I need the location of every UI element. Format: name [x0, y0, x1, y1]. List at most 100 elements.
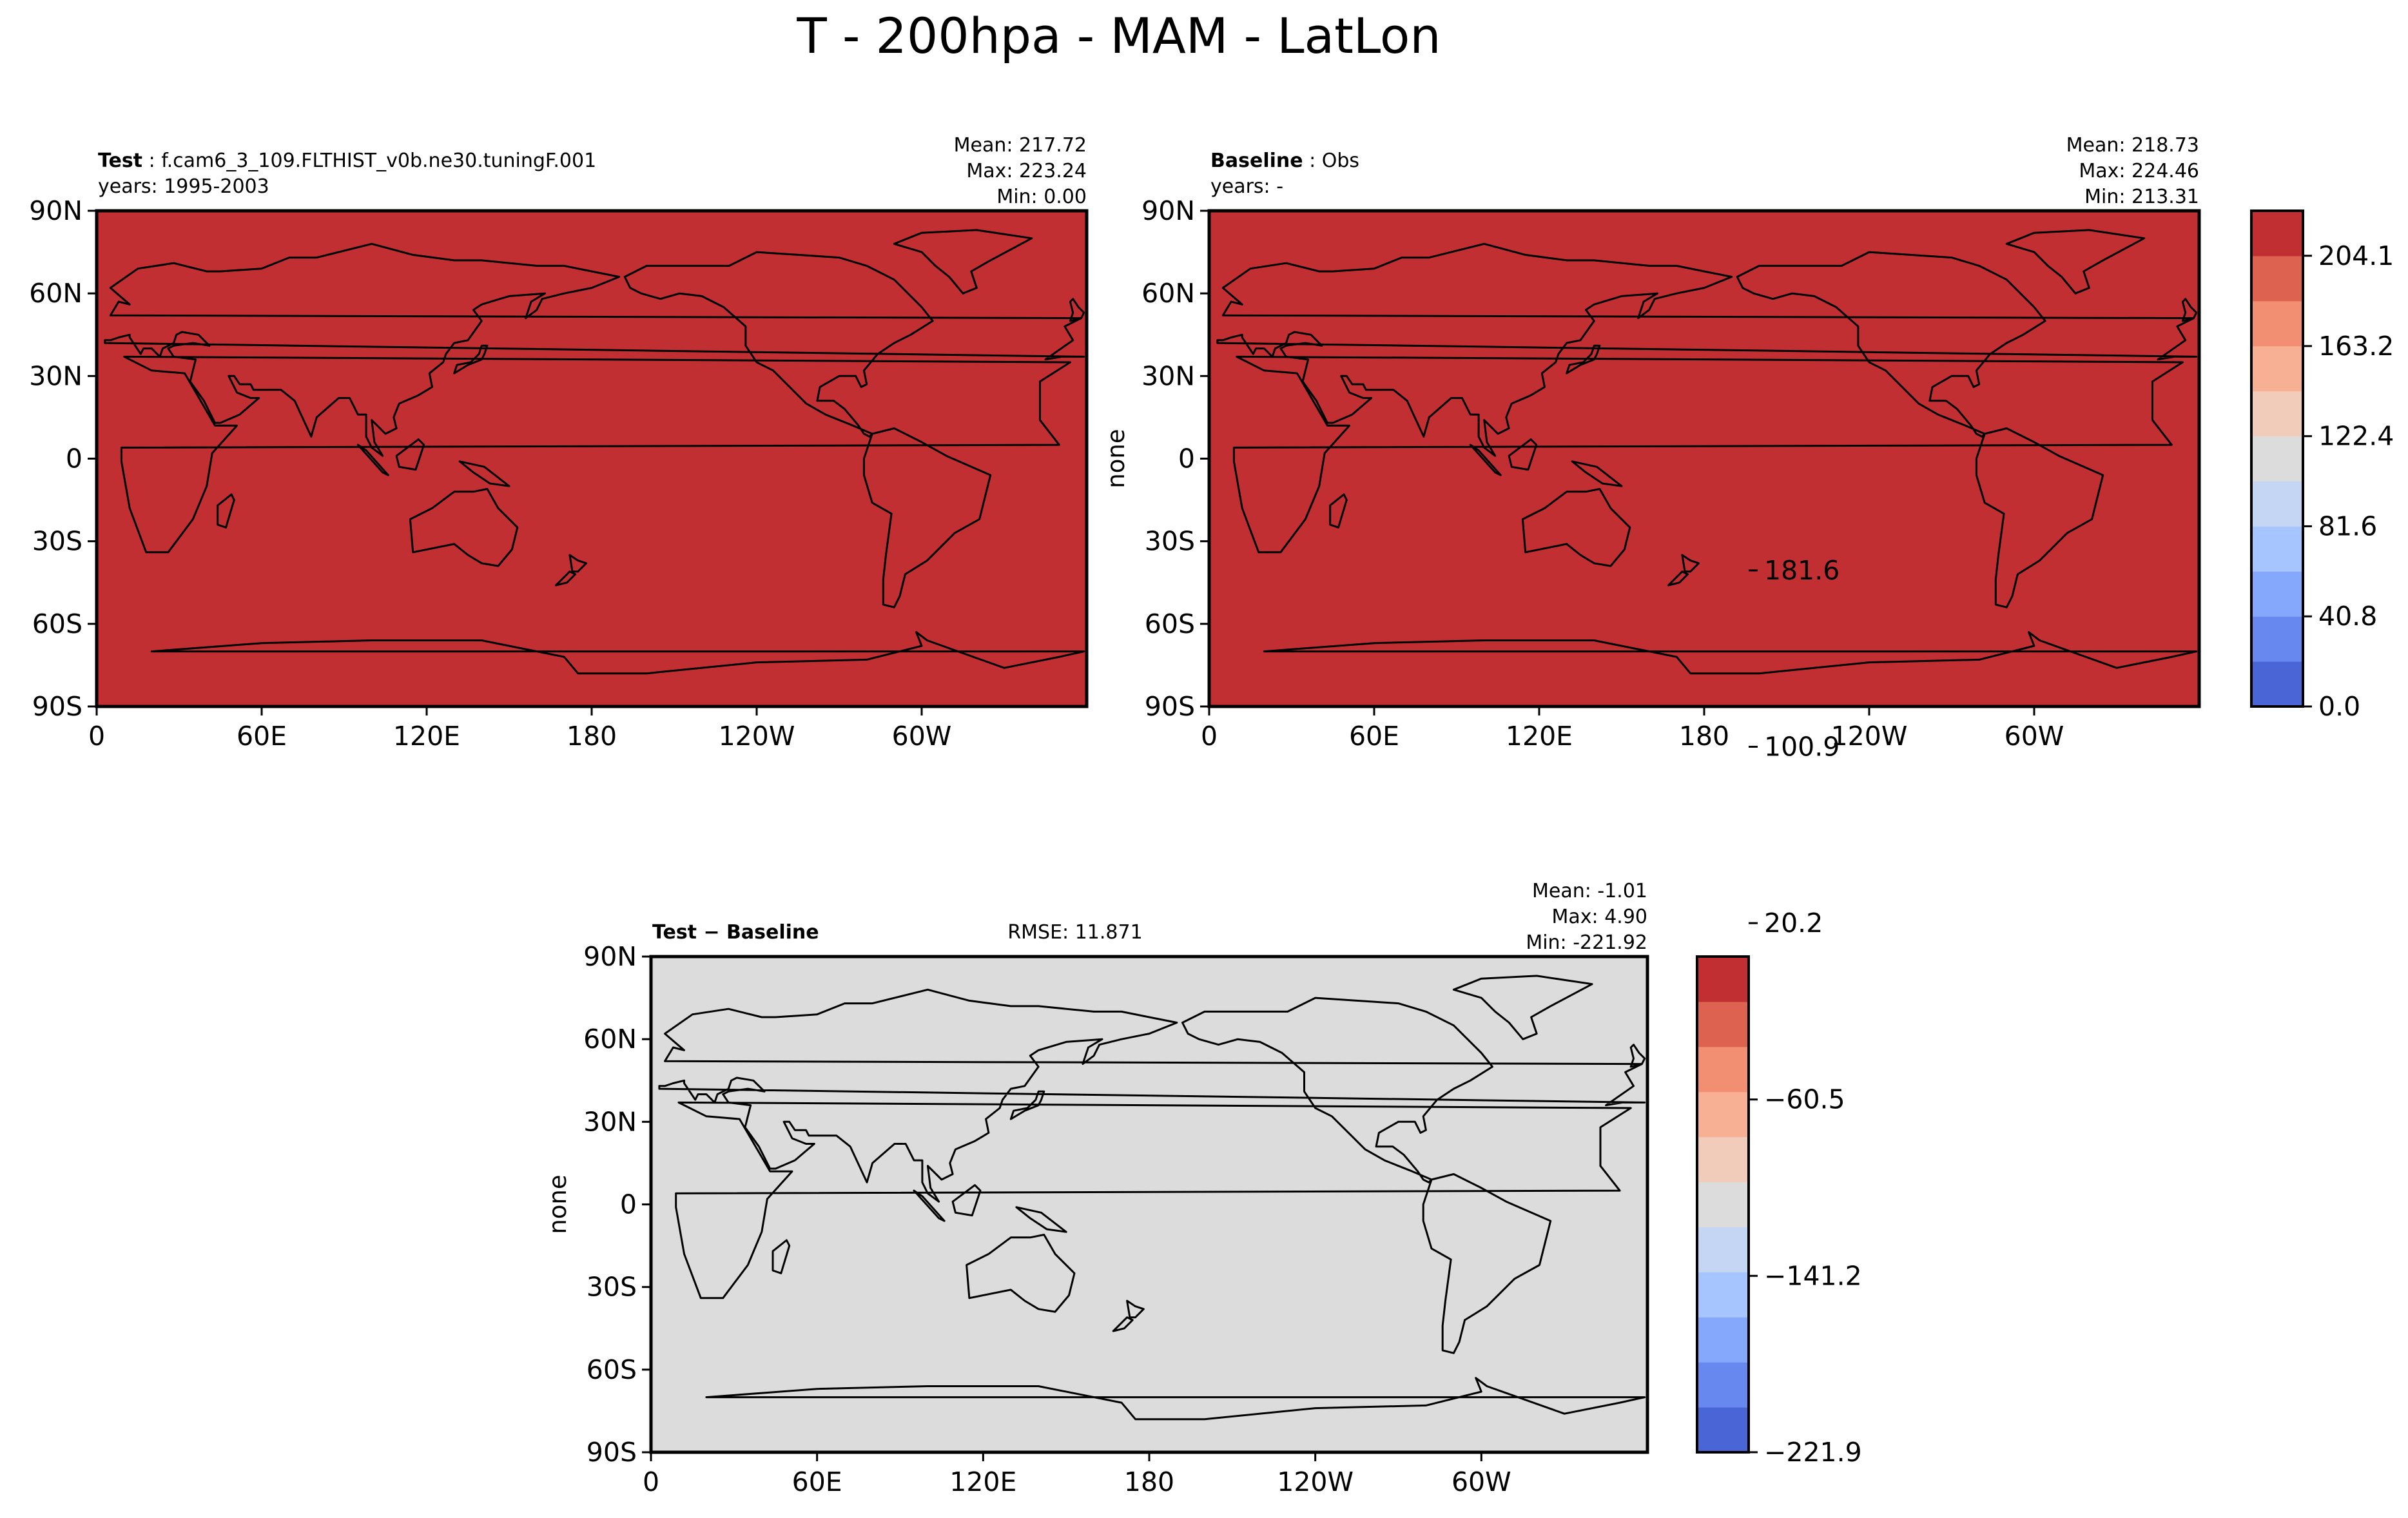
panels: 0 60E 120E 180 120W 60W 90N 60N 30N 0 30S 60S 90S Mea… [29, 134, 2201, 1497]
coastline [1975, 427, 2104, 608]
coastline [772, 1239, 791, 1274]
x-tick-label: 120E [1506, 721, 1573, 752]
coastline [217, 493, 235, 529]
map-panel-baseline: 0 60E 120E 180 120W 60W 90N 60N 30N 0 30S 60S 90S non… [1102, 134, 2201, 752]
colorbar-segment [2251, 481, 2303, 527]
y-tick-label: 30N [29, 360, 83, 391]
years-label: years: 1995-2003 [98, 175, 269, 198]
colorbar-frame [1696, 955, 1750, 1454]
colorbar-tick-label: 204.1 [2318, 240, 2394, 271]
x-tick-label: 120W [1831, 721, 1908, 752]
coastline [1069, 298, 1085, 322]
colorbar-segment [1697, 957, 1749, 1002]
coastline [913, 1189, 946, 1222]
y-tick-label: 30N [1141, 360, 1195, 391]
coastline [568, 554, 587, 573]
coastline [1015, 1206, 1067, 1233]
colorbar-segment [2251, 345, 2303, 392]
coastline [705, 1377, 1646, 1421]
stat-line: Min: -221.92 [1526, 931, 1647, 954]
stat-line: Mean: 217.72 [954, 134, 1087, 157]
coastlines [104, 229, 1085, 675]
stat-line: Max: 223.24 [966, 160, 1087, 182]
colorbar-tick-label: 81.6 [2318, 511, 2377, 541]
coastline [1009, 1090, 1045, 1120]
stat-line: Mean: -1.01 [1532, 880, 1647, 902]
y-tick-label: 60N [29, 278, 83, 309]
colorbar-segment [1697, 1227, 1749, 1272]
coastline [395, 438, 425, 471]
field-fill [97, 211, 1087, 706]
panel-label-name: Test [98, 150, 142, 172]
coastline [409, 488, 519, 567]
colorbar-segment [1697, 1136, 1749, 1183]
rmse-label: RMSE: 11.871 [1007, 921, 1142, 944]
coastline [1667, 570, 1689, 587]
colorbar-segment [2251, 211, 2303, 257]
y-tick-label: 0 [66, 443, 83, 474]
colorbar-diff: −221.9 −141.2 −60.5 20.2 100.9 181.6 [1696, 555, 1862, 1468]
coastlines [1216, 229, 2198, 675]
coastline [1629, 1044, 1646, 1068]
coastline [1263, 631, 2198, 675]
coastline [1508, 438, 1538, 471]
map-panel-test: 0 60E 120E 180 120W 60W 90N 60N 30N 0 30S 60S 90S Mea… [29, 134, 1089, 752]
coastline [1422, 1173, 1552, 1354]
coastline [1329, 493, 1348, 529]
panel-label: Baseline : Obs [1210, 150, 1359, 172]
y-tick-label: 60N [583, 1024, 637, 1055]
colorbar-segment [1697, 1182, 1749, 1227]
coastline [1469, 443, 1502, 476]
panel-label-value: : f.cam6_3_109.FLTHIST_v0b.ne30.tuningF.… [142, 150, 596, 172]
y-tick-label: 90N [29, 195, 83, 226]
field-fill [1209, 211, 2199, 706]
coastline [1452, 975, 1593, 1040]
x-tick-label: 0 [1201, 721, 1218, 752]
panel-label: Test : f.cam6_3_109.FLTHIST_v0b.ne30.tun… [98, 150, 596, 172]
x-tick-label: 180 [567, 721, 617, 752]
colorbar-segment [1697, 1317, 1749, 1363]
colorbar-tick-label: 122.4 [2318, 421, 2394, 452]
y-tick-label: 90S [1145, 691, 1195, 722]
coastline [675, 1101, 1632, 1299]
colorbar-tick-label: 181.6 [1764, 555, 1840, 586]
coastline [453, 344, 489, 375]
coastline [951, 1184, 982, 1217]
coastline [555, 570, 576, 587]
y-tick-label: 60S [1145, 608, 1195, 639]
coastline [1736, 251, 2046, 438]
colorbar-tick-label: 40.8 [2318, 601, 2377, 632]
colorbar-segment [1697, 1091, 1749, 1138]
y-tick-label: 30N [583, 1106, 637, 1137]
coastline [2181, 298, 2198, 322]
coastline [2005, 229, 2146, 295]
coastline [458, 460, 510, 487]
y-tick-label: 90S [32, 691, 83, 722]
y-tick-label: 90N [1141, 195, 1195, 226]
y-axis-label: none [544, 1174, 572, 1234]
colorbar-segment [1697, 1272, 1749, 1318]
coastline [966, 1234, 1076, 1313]
colorbar-segment [2251, 661, 2303, 707]
colorbar-tick-label: −141.2 [1764, 1260, 1862, 1291]
y-tick-label: 0 [1178, 443, 1195, 474]
colorbar-segment [2251, 526, 2303, 572]
colorbar-tick-label: 100.9 [1764, 732, 1840, 763]
coastline [356, 443, 389, 476]
stat-line: Mean: 218.73 [2066, 134, 2199, 157]
colorbar-frame [2250, 209, 2304, 708]
colorbar-segment [2251, 436, 2303, 482]
coastline [1566, 344, 1601, 375]
field-fill [651, 957, 1647, 1452]
y-tick-label: 90S [587, 1437, 637, 1468]
panel-label: Test − Baseline [652, 921, 819, 944]
colorbar-segment [2251, 300, 2303, 347]
x-tick-label: 120E [949, 1466, 1016, 1497]
colorbar-tick-label: −60.5 [1764, 1084, 1845, 1115]
coastline [1232, 355, 2184, 554]
coastline [1681, 554, 1700, 573]
x-tick-label: 60W [2005, 721, 2064, 752]
colorbar-tick-label: 163.2 [2318, 331, 2394, 362]
coastline [623, 251, 934, 438]
colorbar-segment [2251, 391, 2303, 437]
